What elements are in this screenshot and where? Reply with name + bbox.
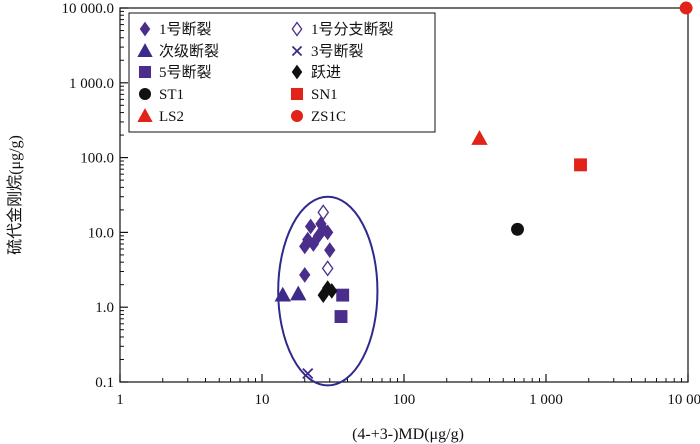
legend-label: 1号断裂 [159, 21, 212, 38]
annotation-layer [277, 195, 379, 387]
data-point [299, 267, 311, 283]
data-point [574, 158, 587, 172]
data-point [471, 130, 488, 145]
legend-marker [291, 45, 303, 57]
legend-label: SN1 [311, 87, 338, 103]
data-point [679, 1, 693, 15]
y-tick-label: 10 000.0 [62, 1, 115, 17]
data-points [274, 1, 693, 380]
legend-marker [291, 21, 303, 37]
data-point [324, 242, 336, 258]
legend-label: LS2 [159, 109, 184, 125]
legend-marker [137, 108, 153, 122]
data-point [334, 310, 348, 323]
x-tick-label: 1 000 [529, 392, 563, 408]
legend-marker [139, 21, 151, 37]
legend-label: 3号断裂 [311, 43, 364, 60]
legend-marker [290, 87, 304, 101]
axis-ticks: 1 10 100 1 000 10 000 0.1 1.0 10.0 100.0 1 000.0 1… [62, 1, 700, 408]
legend-label: 次级断裂 [159, 43, 219, 60]
y-tick-label: 1 000.0 [69, 76, 114, 92]
data-point [317, 204, 330, 221]
data-point [326, 283, 338, 299]
legend-marker [291, 64, 303, 80]
y-tick-label: 100.0 [80, 151, 114, 167]
data-point [274, 286, 291, 302]
legend-marker [290, 109, 304, 123]
legend-label: ST1 [159, 87, 184, 103]
legend-label: 1号分支断裂 [311, 21, 394, 38]
legend-box [128, 12, 436, 133]
x-stroke [291, 45, 303, 57]
legend-marker [137, 43, 153, 57]
data-point [321, 260, 334, 277]
legend-marker [138, 87, 152, 101]
y-tick-label: 10.0 [88, 225, 114, 241]
x-axis-title: (4-+3-)MD(μg/g) [352, 426, 464, 443]
x-tick-label: 100 [393, 392, 416, 408]
y-axis-title: 硫代金刚烷(μg/g) [6, 135, 24, 255]
y-tick-label: 1.0 [95, 300, 114, 316]
legend-label: 5号断裂 [159, 64, 212, 81]
data-point [307, 236, 320, 252]
legend-marker [138, 65, 152, 79]
y-tick-label: 0.1 [95, 375, 114, 391]
data-point [304, 218, 317, 235]
data-point [322, 224, 334, 241]
cluster-ellipse [277, 195, 379, 387]
legend-label: ZS1C [311, 109, 346, 125]
data-point [290, 285, 307, 301]
legend-label: 跃进 [311, 64, 341, 81]
data-point [336, 288, 350, 302]
x-tick-label: 10 000 [667, 392, 700, 408]
x-tick-label: 1 [116, 392, 124, 408]
data-point [511, 222, 524, 236]
data-point [302, 367, 314, 380]
x-tick-label: 10 [255, 392, 270, 408]
x-stroke [302, 367, 314, 380]
